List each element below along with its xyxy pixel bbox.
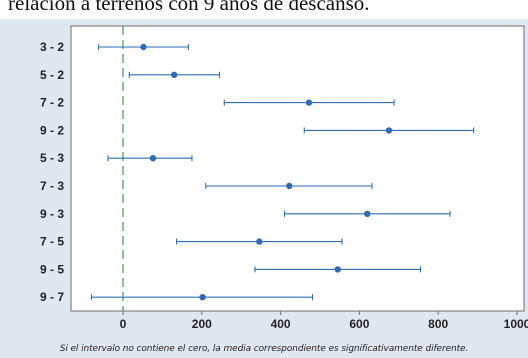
category-label: 9 - 2	[40, 123, 64, 137]
mean-point	[199, 294, 206, 301]
intervals-layer	[90, 26, 475, 311]
category-label: 7 - 3	[40, 179, 64, 193]
category-label: 9 - 3	[40, 207, 64, 221]
x-tick-label: 1000	[504, 317, 528, 331]
interval-chart: 3 - 2 5 - 2 7 - 2 9 - 2 5 - 3 7 - 3 9 - 3 7 - 5…	[40, 25, 528, 331]
x-tick-label: 400	[271, 317, 291, 331]
category-label: 5 - 3	[40, 151, 64, 165]
x-axis: 0 200 400 600 800 1000	[120, 311, 528, 331]
mean-point	[305, 99, 313, 106]
mean-point	[256, 238, 263, 245]
mean-point	[171, 71, 178, 78]
x-tick-label: 800	[428, 317, 448, 331]
mean-point	[385, 127, 393, 134]
x-tick-label: 0	[120, 317, 127, 331]
chart-footnote: Si el intervalo no contiene el cero, la …	[59, 344, 469, 354]
mean-point	[140, 43, 147, 51]
category-label: 9 - 5	[40, 262, 64, 276]
category-label: 7 - 5	[40, 235, 64, 249]
mean-point	[149, 155, 157, 162]
mean-point	[286, 182, 293, 190]
figure-panel: 3 - 2 5 - 2 7 - 2 9 - 2 5 - 3 7 - 3 9 - 3 7 - 5…	[0, 19, 528, 358]
category-label: 7 - 2	[40, 96, 64, 110]
mean-point	[334, 266, 341, 273]
category-labels: 3 - 2 5 - 2 7 - 2 9 - 2 5 - 3 7 - 3 9 - 3 7 - 5…	[40, 40, 64, 304]
category-label: 9 - 7	[40, 290, 64, 304]
category-label: 3 - 2	[40, 40, 64, 54]
x-tick-label: 600	[349, 317, 369, 331]
plot-area	[70, 25, 525, 312]
x-tick-label: 200	[192, 317, 212, 331]
page-caption: relación a terrenos con 9 años de descan…	[8, 0, 370, 15]
category-label: 5 - 2	[40, 68, 64, 82]
mean-point	[364, 210, 371, 217]
